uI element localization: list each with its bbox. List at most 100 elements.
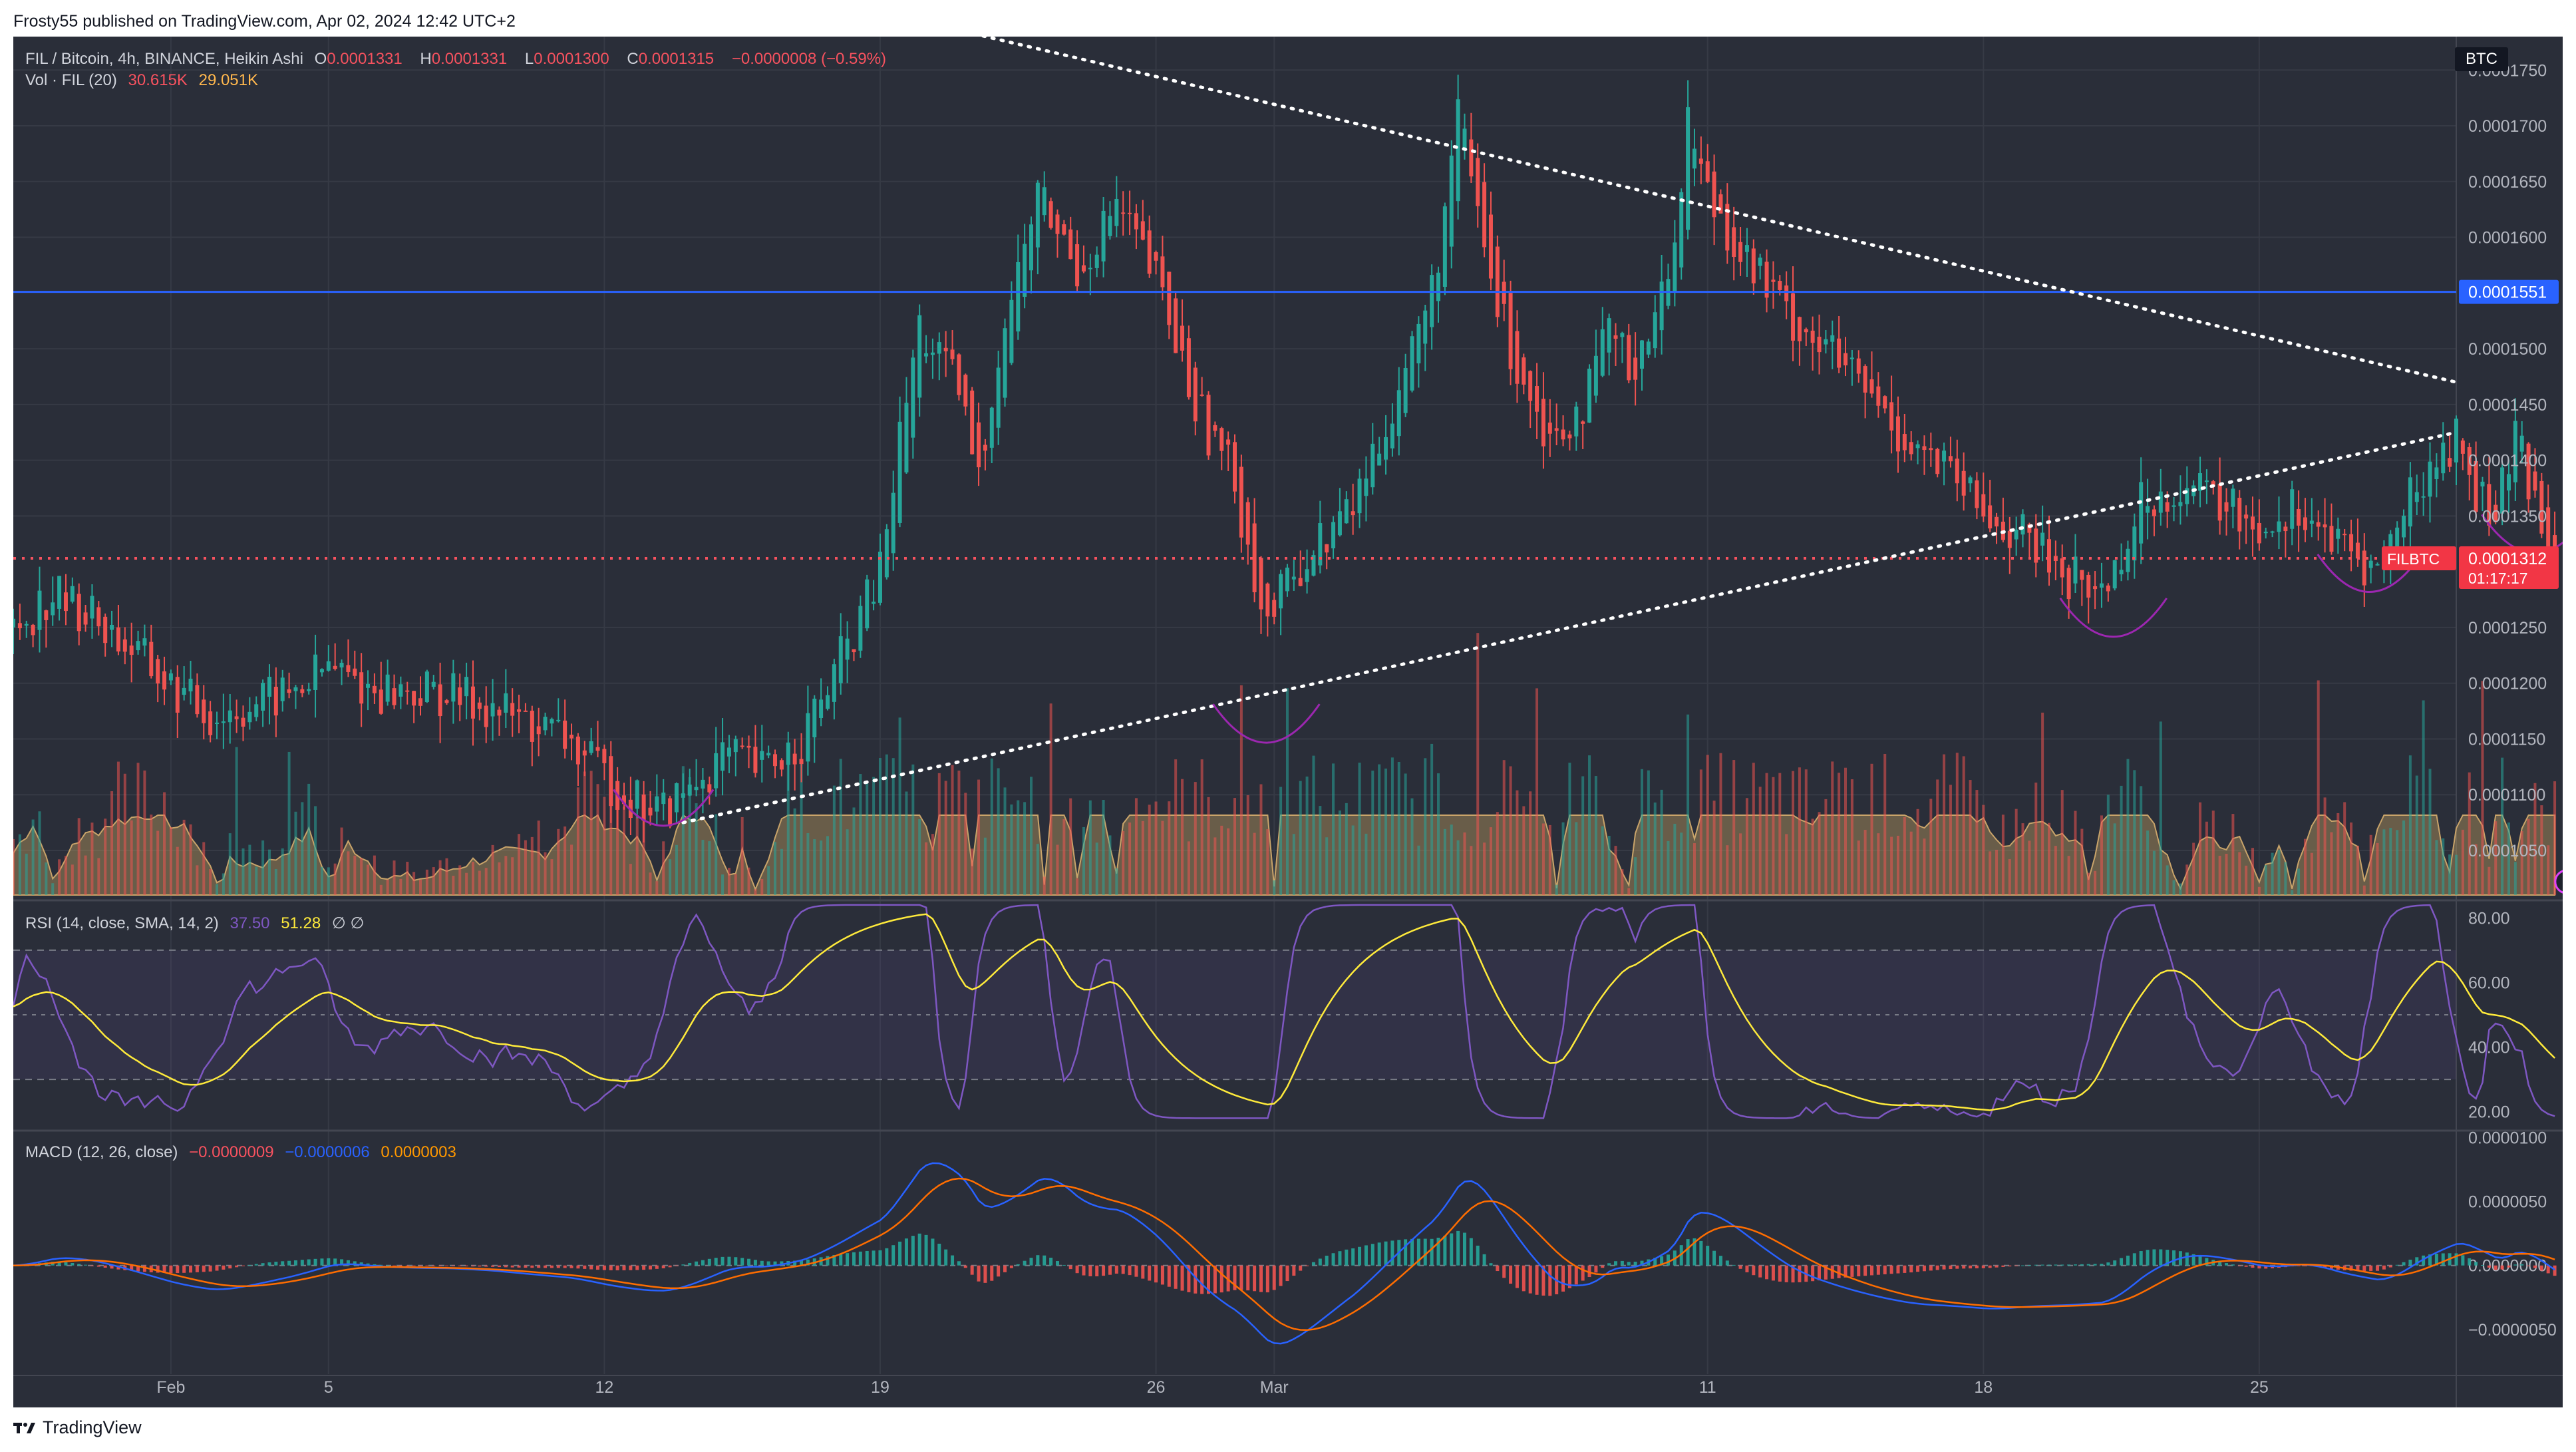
volume-bar xyxy=(1200,759,1204,895)
candle-body xyxy=(2093,586,2098,590)
macd-histogram-bar xyxy=(2487,1265,2491,1268)
candle-body xyxy=(1692,148,1696,169)
candle-body xyxy=(2336,528,2340,539)
volume-bar xyxy=(537,820,540,895)
currency-tag[interactable]: BTC xyxy=(2455,47,2508,71)
macd-histogram-bar xyxy=(1194,1265,1198,1294)
candle-body xyxy=(2007,530,2012,548)
volume-bar xyxy=(1102,799,1105,895)
volume-bar xyxy=(1358,763,1361,895)
volume-bar xyxy=(1082,826,1085,895)
volume-bar xyxy=(504,856,508,895)
candle-body xyxy=(2421,496,2426,498)
candle-body xyxy=(1416,323,1421,364)
volume-bar xyxy=(1141,820,1144,895)
chart-container[interactable]: 0.0001750 0.0001700 0.0001650 0.0001600 0.00… xyxy=(13,37,2563,1407)
candle-body xyxy=(970,390,975,454)
macd-histogram-bar xyxy=(2415,1257,2419,1266)
macd-label[interactable]: MACD (12, 26, close) xyxy=(25,1143,178,1161)
macd-histogram-bar xyxy=(727,1256,731,1266)
macd-histogram-bar xyxy=(1522,1265,1526,1292)
candle-body xyxy=(838,636,843,683)
macd-histogram-bar xyxy=(274,1262,278,1266)
ohlc-low: L0.0001300 xyxy=(524,50,609,68)
candle-body xyxy=(1186,338,1191,397)
macd-histogram-bar xyxy=(635,1265,639,1270)
candle-body xyxy=(924,353,929,357)
volume-bar xyxy=(2474,844,2478,895)
candle-body xyxy=(2126,548,2130,572)
candle-body xyxy=(792,753,797,765)
macd-histogram-bar xyxy=(740,1258,744,1266)
rsi-label[interactable]: RSI (14, close, SMA, 14, 2) xyxy=(25,914,219,932)
candle-body xyxy=(116,627,120,651)
volume-bar xyxy=(1108,835,1112,895)
candle-body xyxy=(1291,576,1296,580)
macd-histogram-bar xyxy=(544,1265,548,1268)
candle-body xyxy=(1738,242,1743,262)
volume-bar xyxy=(2034,783,2038,895)
candle-body xyxy=(2185,488,2189,504)
candle-body xyxy=(175,677,180,713)
volume-bar xyxy=(734,874,737,895)
volume-bar xyxy=(964,793,967,895)
candle-body xyxy=(595,747,600,751)
volume-bar xyxy=(1036,844,1039,895)
macd-histogram-bar xyxy=(695,1261,699,1266)
volume-bar xyxy=(2461,829,2464,895)
candle-body xyxy=(1607,318,1611,353)
volume-bar xyxy=(2442,838,2445,895)
volume-bar xyxy=(780,848,783,895)
time-axis-label: 25 xyxy=(2250,1378,2269,1397)
candle-body xyxy=(1942,451,1947,462)
volume-bar xyxy=(281,848,284,895)
candle-body xyxy=(1751,248,1756,283)
candle-body xyxy=(2290,489,2295,529)
macd-histogram-bar xyxy=(1416,1238,1420,1266)
volume-bar xyxy=(1134,798,1138,895)
candle-body xyxy=(497,709,502,716)
volume-bar xyxy=(2428,769,2432,895)
candle-body xyxy=(1686,107,1690,230)
volume-bar xyxy=(1529,791,1532,895)
candle-body xyxy=(1968,477,1973,484)
macd-histogram-bar xyxy=(327,1258,331,1266)
volume-bar xyxy=(478,870,481,895)
candle-body xyxy=(2034,528,2038,563)
macd-histogram-bar xyxy=(2225,1263,2229,1266)
candle-body xyxy=(575,736,580,765)
candle-body xyxy=(77,594,81,632)
volume-bar xyxy=(715,814,718,895)
volume-bar xyxy=(1509,766,1512,895)
volume-bar xyxy=(1804,769,1808,895)
macd-histogram-bar xyxy=(1233,1265,1237,1290)
macd-histogram-bar xyxy=(589,1265,593,1270)
candle-body xyxy=(1239,466,1243,538)
candle-body xyxy=(2139,482,2144,544)
macd-histogram-bar xyxy=(2369,1265,2373,1271)
candle-body xyxy=(897,421,902,523)
chart-svg[interactable]: 0.00017500.00017000.00016500.00016000.00… xyxy=(13,37,2563,1407)
macd-histogram-bar xyxy=(1121,1265,1125,1274)
candle-body xyxy=(1213,425,1217,431)
candle-body xyxy=(412,691,416,706)
macd-histogram-bar xyxy=(228,1265,232,1269)
candle-body xyxy=(1673,242,1677,293)
candle-body xyxy=(1705,161,1710,182)
volume-label[interactable]: Vol · FIL (20) xyxy=(25,71,117,89)
volume-bar xyxy=(267,849,271,895)
macd-histogram-bar xyxy=(1489,1263,1493,1266)
macd-histogram-bar xyxy=(2402,1262,2406,1266)
candle-body xyxy=(1233,442,1237,492)
macd-axis-label: −0.0000050 xyxy=(2468,1321,2557,1340)
macd-histogram-bar xyxy=(1496,1265,1500,1272)
candle-body xyxy=(911,357,915,438)
symbol-label[interactable]: FIL / Bitcoin, 4h, BINANCE, Heikin Ashi xyxy=(25,50,303,68)
macd-histogram-bar xyxy=(668,1265,672,1268)
volume-bar xyxy=(458,865,462,895)
macd-histogram-bar xyxy=(1410,1238,1414,1266)
macd-histogram-bar xyxy=(1358,1246,1362,1266)
volume-bar xyxy=(767,866,770,895)
macd-histogram-bar xyxy=(1660,1256,1664,1266)
volume-bar xyxy=(806,833,810,895)
